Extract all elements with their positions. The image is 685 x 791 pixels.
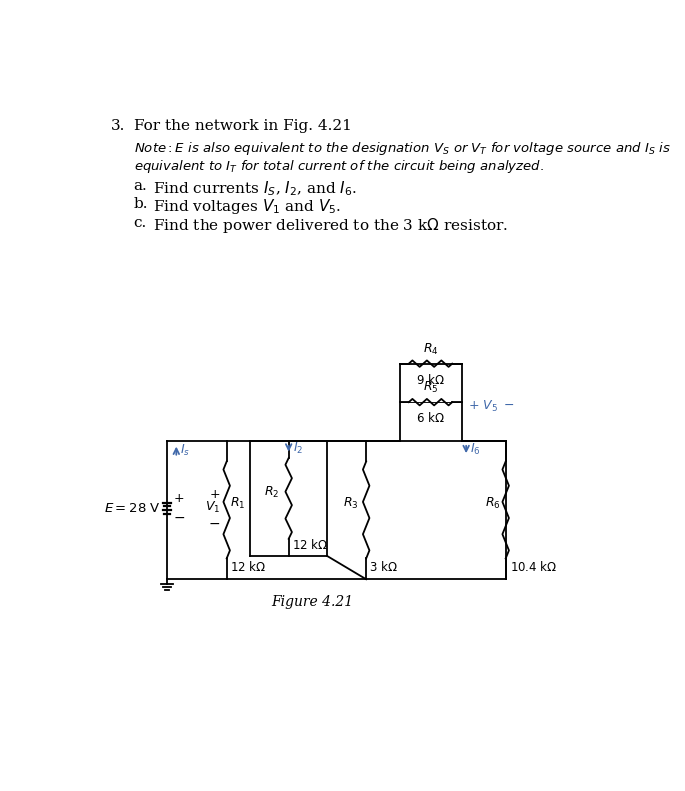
Text: $+\ V_5\ -$: $+\ V_5\ -$ bbox=[468, 399, 514, 414]
Text: b.: b. bbox=[134, 197, 148, 211]
Text: −: − bbox=[209, 517, 221, 531]
Text: $\mathit{Note: E\ is\ also\ equivalent\ to\ the\ designation\ V_S\ or\ V_T\ for\: $\mathit{Note: E\ is\ also\ equivalent\ … bbox=[134, 139, 671, 157]
Text: c.: c. bbox=[134, 216, 147, 230]
Text: $R_2$: $R_2$ bbox=[264, 485, 279, 500]
Text: $V_1$: $V_1$ bbox=[206, 500, 221, 515]
Text: +: + bbox=[210, 488, 221, 501]
Text: $9\ \mathrm{k\Omega}$: $9\ \mathrm{k\Omega}$ bbox=[416, 373, 445, 387]
Text: For the network in Fig. 4.21: For the network in Fig. 4.21 bbox=[134, 119, 351, 133]
Text: $R_5$: $R_5$ bbox=[423, 380, 438, 396]
Text: $I_s$: $I_s$ bbox=[180, 443, 190, 458]
Text: $R_6$: $R_6$ bbox=[486, 496, 501, 511]
Text: $6\ \mathrm{k\Omega}$: $6\ \mathrm{k\Omega}$ bbox=[416, 411, 445, 426]
Text: a.: a. bbox=[134, 179, 147, 193]
Text: $12\ \mathrm{k\Omega}$: $12\ \mathrm{k\Omega}$ bbox=[229, 560, 266, 573]
Text: $I_6$: $I_6$ bbox=[470, 442, 481, 457]
Text: $10.4\ \mathrm{k\Omega}$: $10.4\ \mathrm{k\Omega}$ bbox=[510, 560, 557, 573]
Text: $\mathit{equivalent\ to\ I_T\ for\ total\ current\ of\ the\ circuit\ being\ anal: $\mathit{equivalent\ to\ I_T\ for\ total… bbox=[134, 158, 544, 175]
Text: Find voltages $V_1$ and $V_5$.: Find voltages $V_1$ and $V_5$. bbox=[153, 197, 341, 216]
Text: $3\ \mathrm{k\Omega}$: $3\ \mathrm{k\Omega}$ bbox=[369, 560, 398, 573]
Text: $I_2$: $I_2$ bbox=[292, 441, 303, 456]
Text: $E = 28\ \mathrm{V}$: $E = 28\ \mathrm{V}$ bbox=[104, 502, 161, 515]
Text: −: − bbox=[173, 511, 185, 524]
Text: Find currents $I_S$, $I_2$, and $I_6$.: Find currents $I_S$, $I_2$, and $I_6$. bbox=[153, 179, 357, 198]
Text: +: + bbox=[173, 492, 184, 505]
Text: Figure 4.21: Figure 4.21 bbox=[271, 596, 353, 609]
Text: $R_3$: $R_3$ bbox=[343, 496, 358, 511]
Text: Find the power delivered to the 3 k$\Omega$ resistor.: Find the power delivered to the 3 k$\Ome… bbox=[153, 216, 508, 235]
Text: 3.: 3. bbox=[110, 119, 125, 133]
Text: $12\ \mathrm{k\Omega}$: $12\ \mathrm{k\Omega}$ bbox=[292, 539, 328, 552]
Text: $R_1$: $R_1$ bbox=[229, 496, 245, 511]
Text: $R_4$: $R_4$ bbox=[423, 342, 438, 357]
